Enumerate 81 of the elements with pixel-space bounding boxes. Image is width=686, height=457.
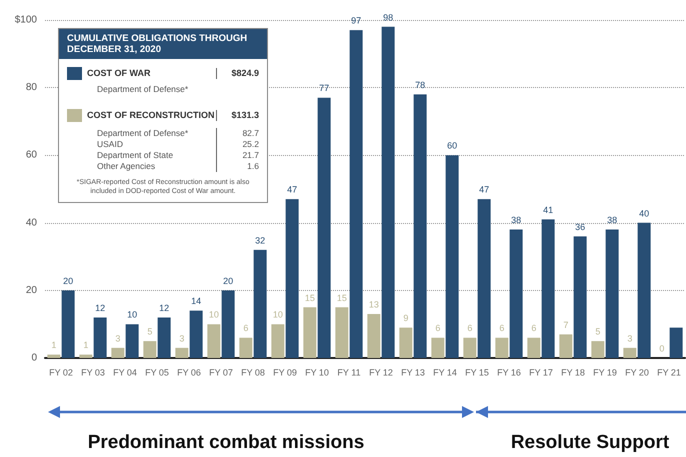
x-tick-label: FY 04 bbox=[113, 368, 137, 378]
data-label: 10 bbox=[272, 310, 283, 320]
x-tick-label: FY 20 bbox=[625, 368, 649, 378]
data-label: 40 bbox=[639, 208, 650, 218]
y-tick-label: $100 bbox=[14, 14, 38, 26]
x-tick-label: FY 05 bbox=[145, 368, 169, 378]
x-tick-label: FY 14 bbox=[433, 368, 457, 378]
x-tick-label: FY 15 bbox=[465, 368, 489, 378]
data-label: 14 bbox=[191, 296, 202, 306]
x-tick-label: FY 19 bbox=[593, 368, 617, 378]
annotation: 25.2 bbox=[216, 139, 259, 150]
x-tick-label: FY 13 bbox=[401, 368, 425, 378]
data-label: 13 bbox=[368, 300, 379, 310]
data-label: 6 bbox=[467, 323, 472, 334]
y-tick-label: 0 bbox=[31, 352, 38, 364]
data-label: 6 bbox=[435, 323, 440, 334]
data-label: 0 bbox=[659, 344, 664, 354]
data-label: 15 bbox=[304, 292, 315, 303]
x-tick-label: FY 16 bbox=[497, 368, 521, 378]
data-label: 12 bbox=[159, 302, 170, 313]
x-tick-label: FY 10 bbox=[305, 368, 329, 378]
annotation: Department of State bbox=[96, 150, 174, 161]
data-label: 6 bbox=[243, 323, 248, 334]
x-tick-label: FY 11 bbox=[337, 368, 361, 378]
data-label: 60 bbox=[447, 140, 458, 151]
data-label: 36 bbox=[575, 222, 586, 232]
y-tick-label: 80 bbox=[26, 82, 38, 94]
data-label: 5 bbox=[147, 326, 152, 337]
annotation: 21.7 bbox=[216, 150, 259, 161]
y-tick-label: 60 bbox=[26, 150, 38, 161]
data-label: 7 bbox=[563, 320, 568, 330]
x-tick-label: FY 21 bbox=[657, 368, 681, 378]
x-tick-label: FY 06 bbox=[177, 368, 201, 378]
data-label: 20 bbox=[63, 276, 74, 286]
text: Predominant combat missions bbox=[88, 432, 364, 454]
data-label: 3 bbox=[179, 333, 184, 344]
data-label: 10 bbox=[127, 310, 138, 320]
x-tick-label: FY 03 bbox=[81, 368, 105, 378]
legend-label: COST OF RECONSTRUCTION bbox=[87, 110, 214, 121]
x-tick-label: FY 09 bbox=[273, 368, 297, 378]
x-tick-label: FY 18 bbox=[561, 368, 585, 378]
data-label: 12 bbox=[95, 302, 106, 313]
data-label: 20 bbox=[223, 276, 234, 286]
data-label: 38 bbox=[511, 215, 522, 226]
data-label: 10 bbox=[208, 310, 219, 320]
data-label: 1 bbox=[51, 340, 56, 350]
data-label: 78 bbox=[415, 80, 426, 90]
annotation: 82.7 bbox=[216, 128, 259, 139]
annotation: $131.3 bbox=[216, 110, 259, 121]
data-label: 77 bbox=[319, 83, 330, 94]
data-label: 32 bbox=[255, 235, 266, 246]
data-label: 38 bbox=[607, 215, 618, 226]
annotation: Other Agencies bbox=[96, 161, 156, 172]
text: Resolute Support bbox=[510, 432, 670, 454]
data-label: 47 bbox=[479, 184, 490, 195]
x-tick-label: FY 02 bbox=[49, 368, 73, 378]
data-label: 6 bbox=[499, 323, 504, 334]
annotation: USAID bbox=[96, 139, 124, 150]
annotation: Department of Defense* bbox=[96, 128, 190, 139]
data-label: 3 bbox=[115, 333, 120, 344]
annotation: $824.9 bbox=[216, 68, 259, 79]
x-tick-label: FY 08 bbox=[241, 368, 265, 378]
y-tick-label: 40 bbox=[26, 217, 38, 228]
x-tick-label: FY 12 bbox=[369, 368, 393, 378]
data-label: 6 bbox=[531, 323, 536, 334]
data-label: 47 bbox=[287, 184, 298, 195]
data-label: 3 bbox=[627, 333, 632, 344]
data-label: 41 bbox=[543, 204, 554, 215]
annotation: Department of Defense* bbox=[96, 84, 190, 95]
data-label: 5 bbox=[595, 326, 600, 337]
x-tick-label: FY 17 bbox=[529, 368, 553, 378]
y-tick-label: 20 bbox=[26, 284, 38, 296]
data-label: 98 bbox=[383, 12, 394, 22]
data-label: 9 bbox=[403, 313, 408, 324]
annotation: 1.6 bbox=[216, 161, 259, 172]
legend-label: COST OF WAR bbox=[87, 68, 150, 79]
data-label: 1 bbox=[83, 340, 88, 350]
legend-title: CUMULATIVE OBLIGATIONS THROUGH DECEMBER 31, 2020 bbox=[59, 29, 267, 59]
x-tick-label: FY 07 bbox=[209, 368, 233, 378]
data-label: 15 bbox=[336, 292, 347, 303]
data-label: 97 bbox=[351, 16, 362, 26]
